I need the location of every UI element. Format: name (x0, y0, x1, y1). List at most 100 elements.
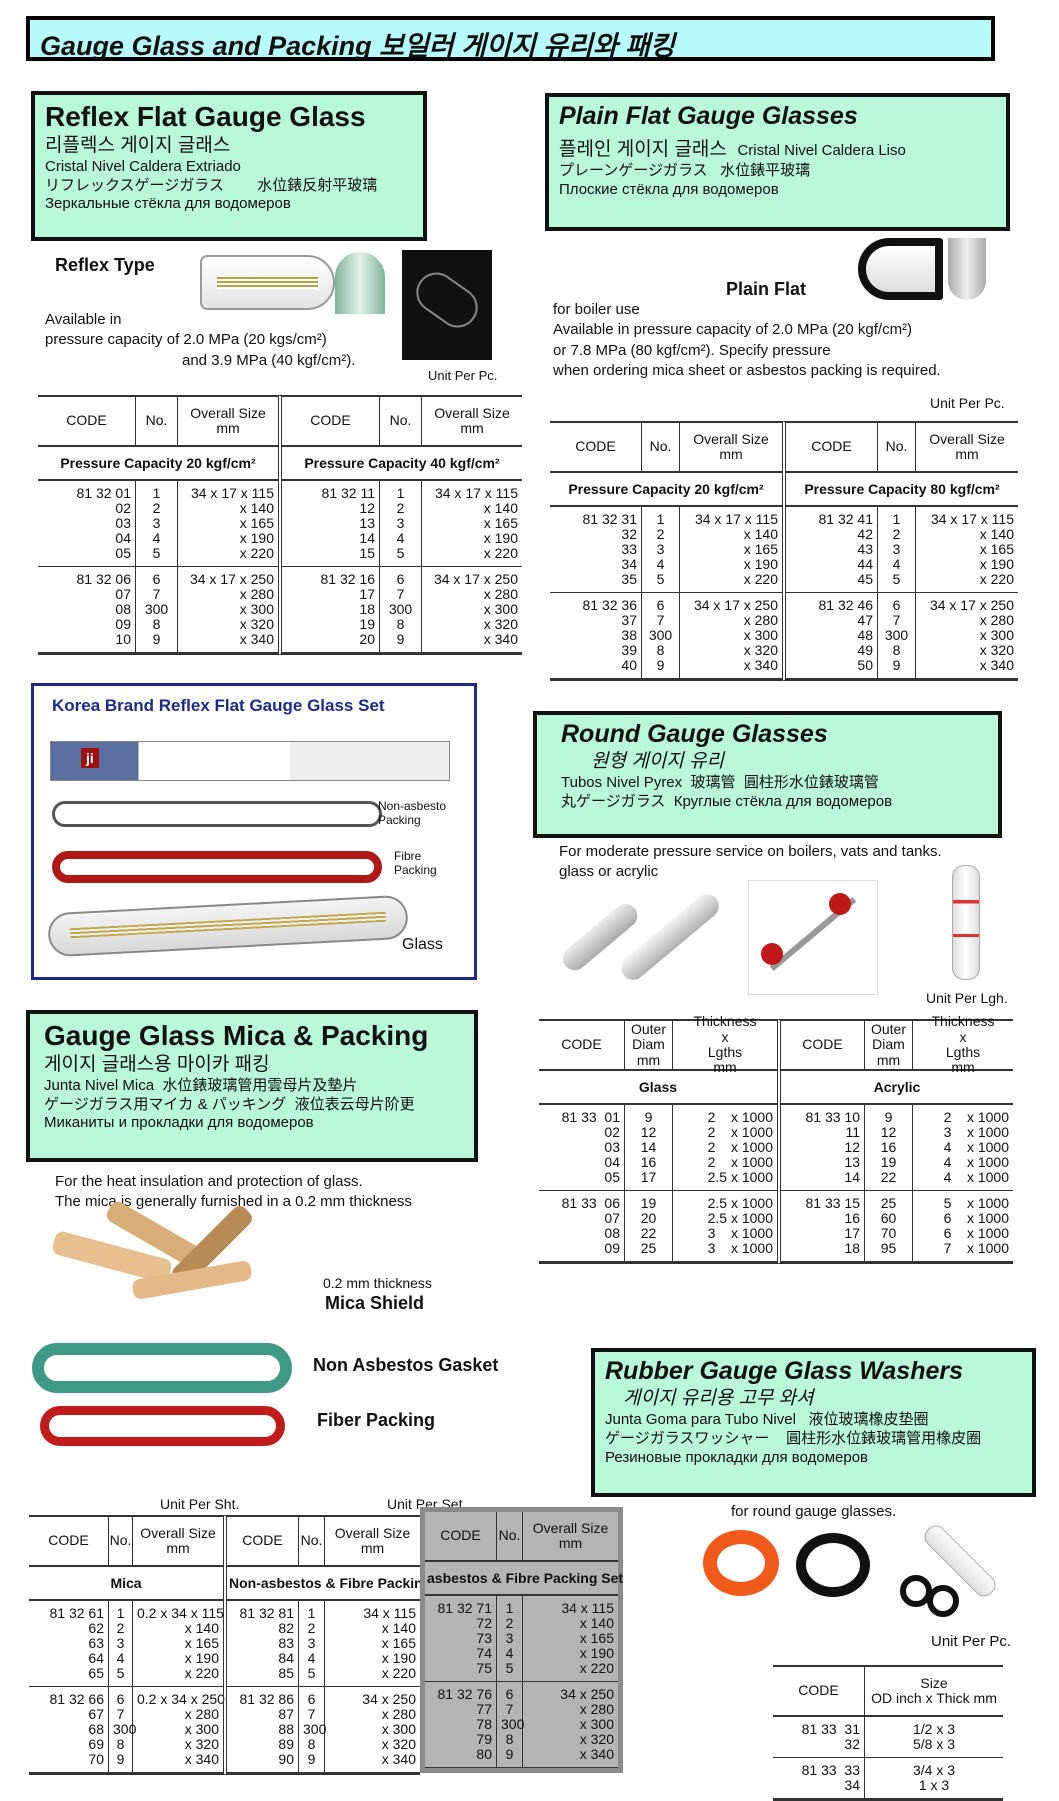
table-cell-line: x 140 (743, 526, 778, 542)
code-cell: 81 32 46 47 48 49 50 (786, 593, 878, 679)
table-cell-line: 300 (303, 1721, 327, 1737)
product-box-image: ji (50, 741, 450, 781)
column-header: CODE (425, 1512, 497, 1562)
table-cell-line: 34 x 17 x 250 (189, 571, 274, 587)
column-header: Overall Size mm (422, 397, 522, 447)
table-cell-line: x 300 (579, 1716, 614, 1732)
table-cell-line: x 140 (381, 1620, 416, 1636)
gasket-label: Non Asbestos Gasket (313, 1355, 499, 1375)
table-cell-line: x 340 (483, 631, 518, 647)
table-cell-line: 16 (844, 1210, 860, 1226)
mica-chinese-2: 液位表云母片阶更 (294, 1095, 415, 1113)
code-cell: 81 32 16 17 18 19 20 (282, 567, 380, 653)
page-banner: Gauge Glass and Packing 보일러 게이지 유리와 패킹 (26, 16, 995, 61)
table-cell-line: 7 (116, 1706, 125, 1722)
column-header: Thickness x Lgths mm (673, 1014, 777, 1075)
washers-russian: Резиновые прокладки для водомеров (605, 1448, 869, 1466)
table-cell-line: 22 (640, 1225, 657, 1241)
washers-japanese: ゲージガラスワッシャー (605, 1429, 770, 1447)
table-cell-line: 8 (307, 1736, 316, 1752)
fibre-label: Fibre Packing (394, 849, 437, 877)
reflex-japanese: リフレックスゲージガラス (45, 176, 224, 194)
washers-table-wrap: CODE Size OD inch x Thick mm 81 33 31 32 1/2… (773, 1665, 1003, 1801)
table-cell-line: 81 32 01 (76, 485, 132, 501)
table-cell-line: 38 (621, 627, 637, 643)
table-section-label: asbestos & Fibre Packing Set (425, 1562, 623, 1596)
table-cell-line: 2 (152, 500, 161, 516)
table-cell-line: 25 (880, 1195, 897, 1211)
table-cell-line: x 190 (979, 556, 1014, 572)
table-cell-line: 12 (359, 500, 375, 516)
table-cell-line: 34 x 17 x 115 (190, 485, 274, 501)
column-header: CODE (539, 1021, 625, 1071)
fiber-label: Fiber Packing (317, 1410, 436, 1430)
code-cell: 81 33 01 02 03 04 05 (539, 1105, 625, 1191)
table-cell-line: 81 32 41 (818, 511, 874, 527)
mica-packing-table: CODE No. Overall Size mm Mica 81 32 61 62 63 64… (29, 1507, 623, 1775)
table-cell-line: 300 (144, 601, 169, 617)
reflex-korean: 리플렉스 게이지 글래스 (45, 135, 231, 156)
reflex-table-40kgf: CODE No. Overall Size mm Pressure Capacity … (278, 395, 522, 655)
size-cell: 34 x 17 x 250 x 280 x 300 x 320 x 340 (422, 567, 522, 653)
table-cell-line: x 300 (239, 601, 274, 617)
table-cell-line: 37 (621, 612, 637, 628)
table-cell-line: 80 (476, 1746, 492, 1762)
table-cell-line: 9 (892, 657, 901, 673)
table-cell-line: 34 x 17 x 250 (433, 571, 518, 587)
plain-chinese: 水位錶平玻璃 (720, 162, 811, 179)
table-cell-line: 5 x 1000 (943, 1195, 1009, 1211)
table-cell-line: 62 (88, 1620, 104, 1636)
reflex-glass-end-image (335, 252, 385, 314)
table-cell-line: 84 (278, 1650, 294, 1666)
table-section-label: Pressure Capacity 80 kgf/cm² (786, 473, 1018, 507)
table-cell-line: x 190 (579, 1645, 614, 1661)
code-cell: 81 32 71 72 73 74 75 (425, 1596, 497, 1682)
table-cell-line: 81 32 81 (239, 1605, 295, 1621)
number-cell: 19 20 22 25 (625, 1191, 673, 1262)
table-cell-line: x 220 (381, 1665, 416, 1681)
code-cell: 81 33 31 32 (773, 1717, 865, 1758)
table-cell-line: 2 (307, 1620, 316, 1636)
table-cell-line: 04 (115, 530, 131, 546)
table-cell-line: 1 (505, 1600, 514, 1616)
table-cell-line: 6 (505, 1686, 514, 1702)
table-cell-line: 75 (476, 1660, 492, 1676)
column-header: No. (136, 397, 178, 447)
table-cell-line: 2 (656, 526, 665, 542)
size-cell: 2 x 1000 2 x 1000 2 x 1000 2 x 1000 2.5 x 10… (673, 1105, 777, 1191)
mica-shield-label: Mica Shield (325, 1293, 425, 1313)
table-cell-line: x 220 (743, 571, 778, 587)
table-cell-line: 17 (640, 1169, 657, 1185)
table-cell-line: 2 x 1000 (707, 1154, 773, 1170)
table-cell-line: 81 32 31 (582, 511, 638, 527)
column-header: CODE (781, 1021, 865, 1071)
table-cell-line: 89 (278, 1736, 294, 1752)
table-cell-line: 14 (844, 1169, 860, 1185)
table-cell-line: 0.2 x 34 x 250 (137, 1691, 225, 1707)
washers-unit: Unit Per Pc. (931, 1633, 1012, 1650)
table-cell-line: 81 33 01 (561, 1109, 620, 1125)
table-cell-line: 34 x 250 (560, 1686, 614, 1702)
table-cell-line: 17 (844, 1225, 860, 1241)
reflex-type-label: Reflex Type (55, 255, 155, 275)
table-cell-line: 85 (278, 1665, 294, 1681)
table-cell-line: 50 (857, 657, 873, 673)
table-cell-line: 5 (892, 571, 901, 587)
table-cell-line: 13 (359, 515, 375, 531)
column-header: Outer Diam mm (625, 1021, 673, 1071)
table-cell-line: 45 (857, 571, 873, 587)
washers-chinese-2: 圓柱形水位錶玻璃管用橡皮圈 (786, 1429, 982, 1447)
table-cell-line: x 340 (239, 631, 274, 647)
table-cell-line: 83 (278, 1635, 294, 1651)
round-table-acrylic: CODE Outer Diam mm Thickness x Lgths mm Acr… (777, 1014, 1013, 1264)
table-cell-line: 8 (892, 642, 901, 658)
washers-spanish: Junta Goma para Tubo Nivel (605, 1411, 796, 1428)
mica-shield-image (42, 1198, 262, 1301)
size-cell: 34 x 250 x 280 x 300 x 320 x 340 (325, 1687, 420, 1773)
box-logo: ji (81, 748, 99, 768)
number-cell: 6 7 300 8 9 (109, 1687, 136, 1773)
